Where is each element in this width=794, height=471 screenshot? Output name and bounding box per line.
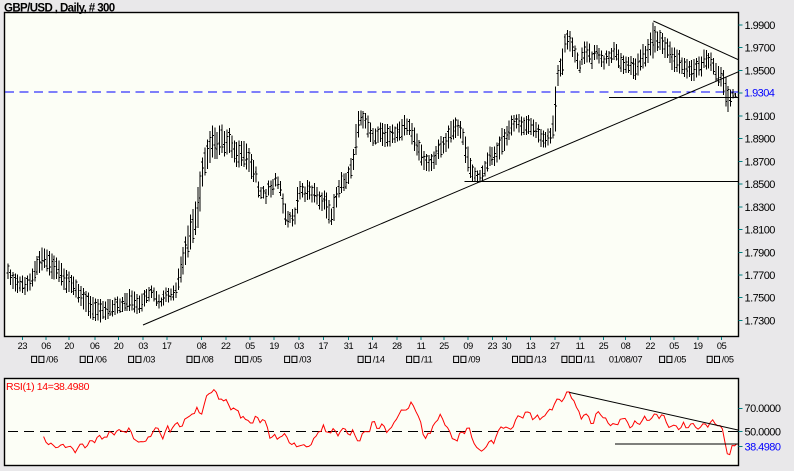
svg-text:22: 22 — [221, 341, 231, 351]
svg-text:1.8100: 1.8100 — [745, 225, 776, 237]
svg-text:06: 06 — [41, 341, 51, 351]
svg-text:03: 03 — [138, 341, 148, 351]
svg-text:/05: /05 — [250, 355, 262, 365]
svg-text:1.8500: 1.8500 — [745, 179, 776, 191]
svg-text:01/08/07: 01/08/07 — [609, 355, 643, 365]
svg-text:/11: /11 — [421, 355, 432, 365]
svg-text:/13: /13 — [534, 355, 546, 365]
svg-text:1.7300: 1.7300 — [745, 316, 776, 328]
svg-text:/06: /06 — [46, 355, 58, 365]
svg-text:GBP/USD , Daily, # 300: GBP/USD , Daily, # 300 — [4, 3, 115, 15]
svg-text:23: 23 — [18, 341, 28, 351]
svg-text:38.4980: 38.4980 — [745, 442, 781, 454]
svg-text:/05: /05 — [674, 355, 686, 365]
svg-text:09: 09 — [463, 341, 473, 351]
svg-text:50.0000: 50.0000 — [745, 427, 781, 439]
svg-text:1.9500: 1.9500 — [745, 66, 776, 78]
svg-text:/03: /03 — [143, 355, 155, 365]
svg-text:03: 03 — [294, 341, 304, 351]
svg-text:RSI(1) 14=38.4980: RSI(1) 14=38.4980 — [6, 381, 90, 393]
svg-text:08: 08 — [197, 341, 207, 351]
svg-text:17: 17 — [318, 341, 328, 351]
svg-text:11: 11 — [576, 341, 585, 351]
svg-text:28: 28 — [392, 341, 402, 351]
svg-text:31: 31 — [344, 341, 354, 351]
svg-text:1.7500: 1.7500 — [745, 293, 776, 305]
svg-text:23: 23 — [488, 341, 498, 351]
svg-text:/11: /11 — [584, 355, 595, 365]
svg-text:1.9100: 1.9100 — [745, 111, 776, 123]
svg-text:20: 20 — [114, 341, 124, 351]
svg-text:27: 27 — [550, 341, 560, 351]
svg-text:1.7700: 1.7700 — [745, 270, 776, 282]
svg-text:1.9304: 1.9304 — [744, 88, 775, 100]
svg-text:11: 11 — [417, 341, 426, 351]
svg-text:25: 25 — [439, 341, 449, 351]
svg-text:/08: /08 — [202, 355, 214, 365]
svg-text:17: 17 — [162, 341, 172, 351]
svg-text:19: 19 — [693, 341, 703, 351]
svg-text:1.8700: 1.8700 — [745, 156, 776, 168]
svg-text:/05: /05 — [722, 355, 734, 365]
svg-text:30: 30 — [502, 341, 512, 351]
svg-text:70.0000: 70.0000 — [745, 403, 781, 415]
svg-text:/06: /06 — [95, 355, 107, 365]
svg-text:1.7900: 1.7900 — [745, 247, 776, 259]
svg-text:1.8300: 1.8300 — [745, 202, 776, 214]
svg-text:13: 13 — [526, 341, 536, 351]
svg-text:/14: /14 — [373, 355, 385, 365]
svg-text:1.9900: 1.9900 — [745, 20, 776, 32]
svg-text:1.9700: 1.9700 — [745, 43, 776, 55]
svg-text:19: 19 — [269, 341, 279, 351]
svg-text:06: 06 — [90, 341, 100, 351]
svg-text:05: 05 — [669, 341, 679, 351]
svg-text:14: 14 — [368, 341, 378, 351]
svg-text:22: 22 — [645, 341, 655, 351]
svg-text:05: 05 — [245, 341, 255, 351]
svg-text:20: 20 — [64, 341, 74, 351]
svg-text:05: 05 — [717, 341, 727, 351]
svg-text:/03: /03 — [299, 355, 311, 365]
svg-text:25: 25 — [599, 341, 609, 351]
svg-text:/09: /09 — [468, 355, 480, 365]
svg-text:08: 08 — [621, 341, 631, 351]
svg-text:1.8900: 1.8900 — [745, 134, 776, 146]
